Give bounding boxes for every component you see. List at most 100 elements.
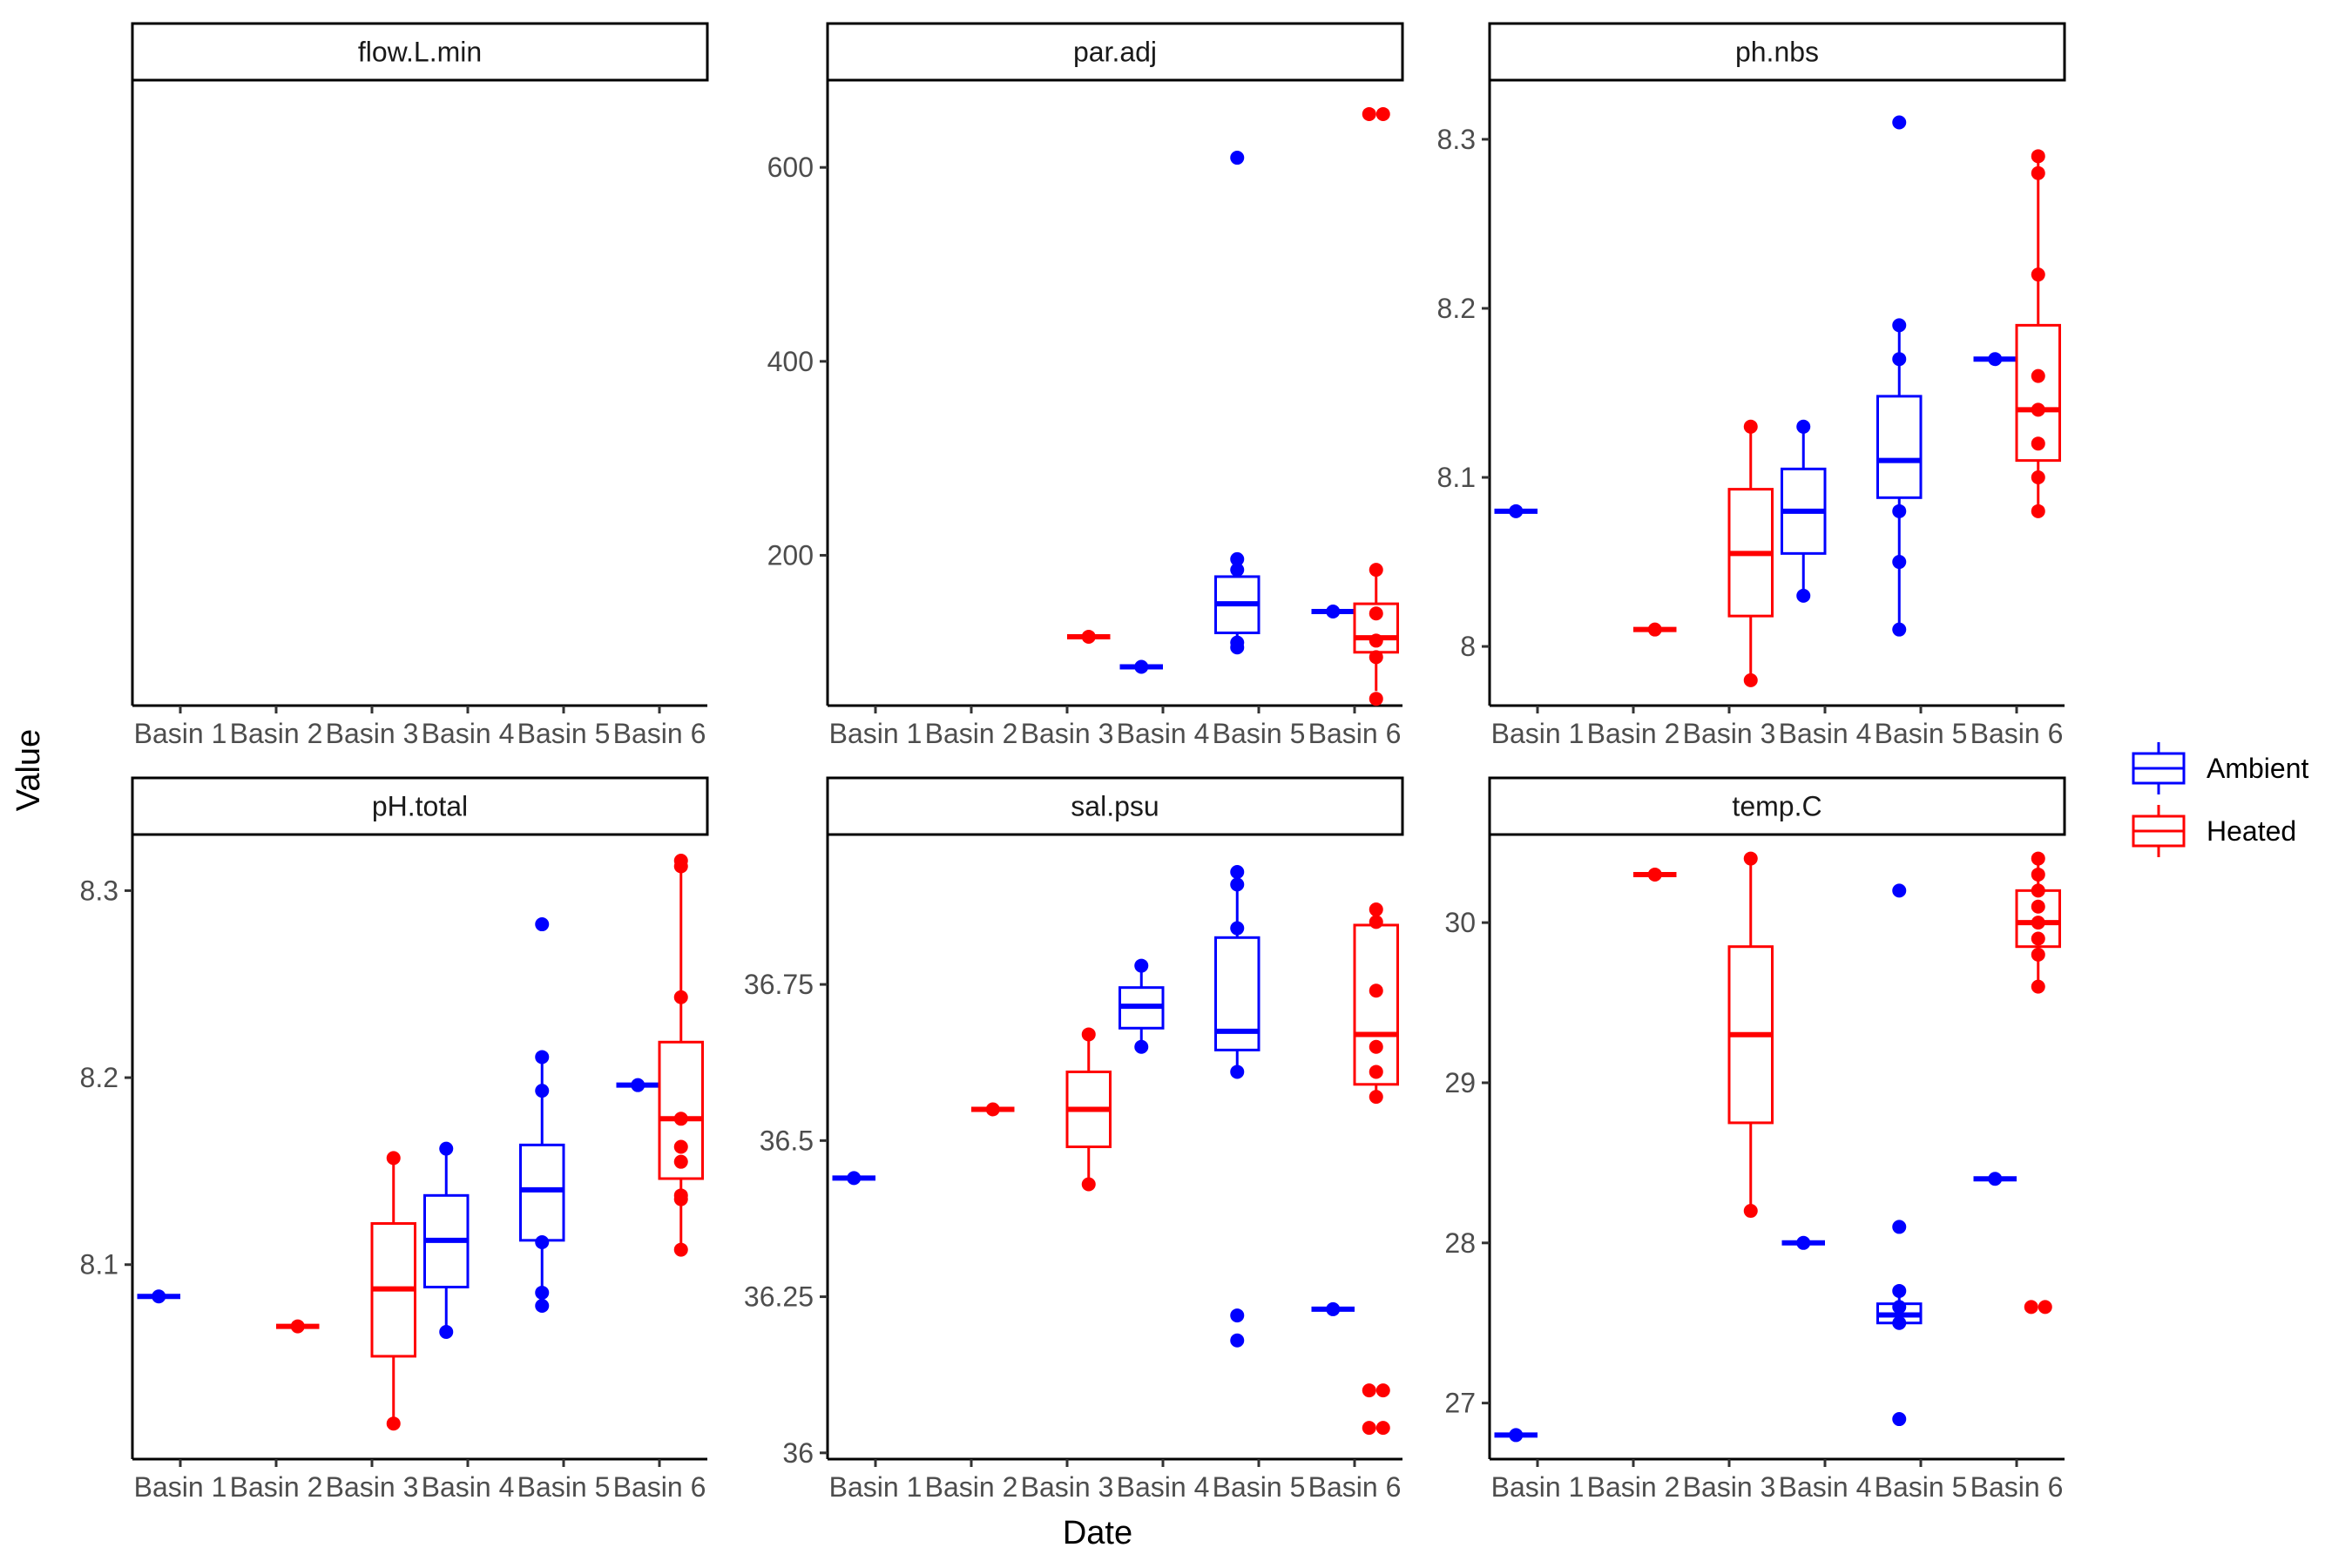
x-tick-label: Basin 4 <box>422 1471 515 1503</box>
data-point <box>2031 368 2045 383</box>
data-point <box>386 1416 401 1431</box>
data-point <box>1230 1064 1245 1079</box>
data-point <box>1892 1283 1907 1298</box>
box-ambient <box>1781 1235 1825 1250</box>
data-point <box>1743 419 1758 434</box>
box-ambient <box>1214 151 1260 655</box>
data-point <box>1369 650 1383 665</box>
data-point <box>1230 1308 1245 1323</box>
data-point <box>1081 1027 1096 1042</box>
y-tick-label: 8.3 <box>1437 124 1476 155</box>
data-point <box>2031 166 2045 180</box>
y-tick-label: 36 <box>782 1437 814 1469</box>
y-tick-label: 27 <box>1444 1388 1476 1419</box>
data-point <box>1230 865 1245 880</box>
data-point <box>1369 915 1383 929</box>
box-heated <box>1067 629 1111 644</box>
x-tick-label: Basin 6 <box>613 718 706 749</box>
y-tick-label: 8.1 <box>80 1249 118 1281</box>
data-point <box>1362 1383 1376 1398</box>
x-tick-label: Basin 1 <box>134 1471 227 1503</box>
y-tick-label: 200 <box>767 539 814 571</box>
facet-title: ph.nbs <box>1735 37 1819 68</box>
data-point <box>673 1188 688 1203</box>
data-point <box>2031 916 2045 930</box>
box-ambient <box>519 917 565 1313</box>
box-ambient <box>1119 659 1163 674</box>
data-point <box>1230 563 1245 578</box>
y-axis-title: Value <box>10 729 47 811</box>
data-point <box>2031 851 2045 866</box>
data-point <box>1892 555 1907 570</box>
data-point <box>1375 1383 1390 1398</box>
data-point <box>2024 1300 2038 1315</box>
box-ambient <box>1311 605 1355 619</box>
box-ambient <box>832 1171 875 1186</box>
x-tick-label: Basin 1 <box>1491 1471 1585 1503</box>
x-tick-label: Basin 5 <box>1213 718 1306 749</box>
data-point <box>673 1154 688 1169</box>
data-point <box>1892 622 1907 637</box>
data-point <box>1743 1204 1758 1219</box>
data-point <box>1369 633 1383 648</box>
x-tick-label: Basin 4 <box>422 718 515 749</box>
data-point <box>1230 551 1245 566</box>
legend-item: Ambient <box>2132 742 2309 794</box>
box-heated <box>1065 1027 1112 1192</box>
data-point <box>1892 1220 1907 1234</box>
legend-label: Heated <box>2207 815 2296 847</box>
box-heated <box>370 1151 416 1431</box>
data-point <box>1134 958 1149 973</box>
x-tick-label: Basin 2 <box>1587 718 1680 749</box>
x-tick-label: Basin 5 <box>517 718 611 749</box>
x-tick-label: Basin 3 <box>326 718 419 749</box>
x-tick-label: Basin 2 <box>230 1471 323 1503</box>
box-ambient <box>1494 504 1538 518</box>
box-heated <box>2015 851 2061 1315</box>
facet-strip <box>1488 22 2066 82</box>
y-tick-label: 8.3 <box>80 875 118 906</box>
y-tick-label: 30 <box>1444 907 1476 938</box>
data-point <box>1647 867 1662 882</box>
data-point <box>535 1285 550 1300</box>
facet-title: sal.psu <box>1071 791 1159 822</box>
y-tick-label: 36.75 <box>744 969 814 1000</box>
x-tick-label: Basin 1 <box>134 718 227 749</box>
box-heated <box>276 1319 320 1334</box>
data-point <box>1362 106 1376 121</box>
box-ambient <box>616 1078 659 1092</box>
facet-title: pH.total <box>372 791 468 822</box>
facet-strip <box>826 22 1404 82</box>
x-tick-label: Basin 4 <box>1117 1471 1210 1503</box>
x-tick-label: Basin 6 <box>1970 1471 2064 1503</box>
data-point <box>1892 1300 1907 1315</box>
data-point <box>1743 851 1758 866</box>
data-point <box>1369 1064 1383 1079</box>
data-point <box>1647 622 1662 637</box>
box-ambient <box>1973 352 2017 367</box>
data-point <box>2031 979 2045 994</box>
data-point <box>439 1141 454 1156</box>
data-point <box>1375 1421 1390 1436</box>
data-point <box>1230 877 1245 892</box>
x-tick-label: Basin 5 <box>517 1471 611 1503</box>
data-point <box>673 1139 688 1154</box>
data-point <box>1369 563 1383 578</box>
data-point <box>1362 1421 1376 1436</box>
y-tick-label: 29 <box>1444 1067 1476 1098</box>
data-point <box>1369 606 1383 621</box>
box-heated <box>971 1102 1015 1117</box>
data-point <box>1892 504 1907 518</box>
x-tick-label: Basin 4 <box>1779 718 1872 749</box>
y-tick-label: 8 <box>1460 631 1476 662</box>
data-point <box>1369 1090 1383 1105</box>
box-ambient <box>1214 865 1260 1348</box>
data-point <box>152 1289 166 1304</box>
data-point <box>439 1325 454 1340</box>
data-point <box>1892 352 1907 367</box>
box-ambient <box>1311 1301 1355 1316</box>
facet-title: flow.L.min <box>358 37 482 68</box>
